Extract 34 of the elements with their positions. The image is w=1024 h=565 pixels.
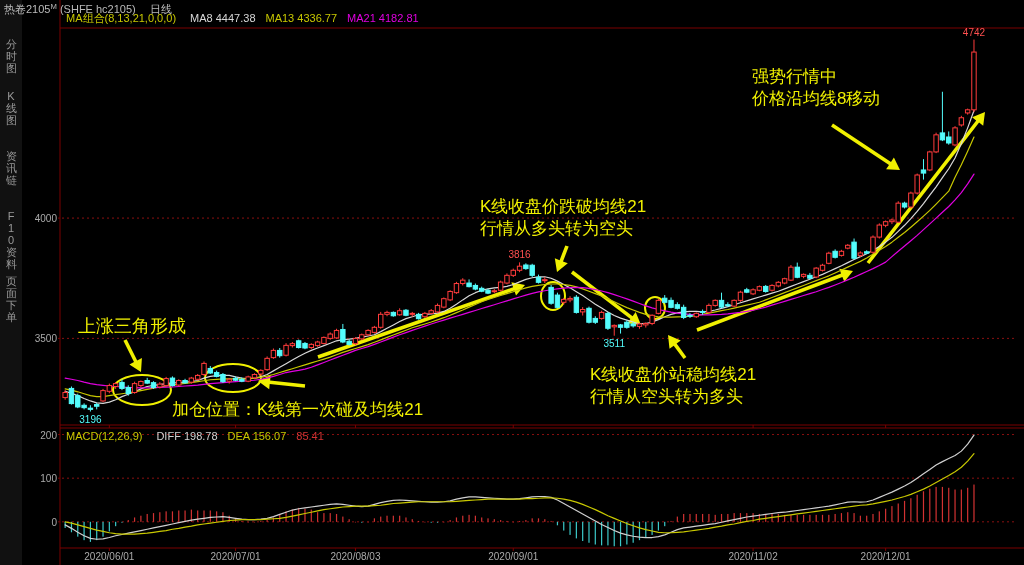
text: F10资料 — [5, 210, 17, 270]
x-tick-label: 2020/08/03 — [330, 551, 381, 562]
annotation: K线收盘价跌破均线21行情从多头转为空头 — [480, 197, 647, 239]
x-tick-label: 2020/12/01 — [860, 551, 912, 562]
text: 资讯链 — [4, 150, 17, 186]
x-tick-label: 2020/09/01 — [488, 551, 539, 562]
text: 页面下单 — [5, 275, 17, 323]
text: MA8 4447.38 — [190, 12, 256, 24]
annotation: K线收盘价站稳均线21行情从空头转为多头 — [590, 365, 757, 407]
y-tick-label: 4000 — [34, 212, 58, 224]
text: K线图 — [5, 90, 17, 126]
chart-subtitle: 日线 — [149, 3, 172, 15]
chart-title: 热卷2105$^{M}$ (SHFE hc2105) — [4, 1, 136, 15]
text: MA13 4336.77 — [265, 12, 338, 24]
text: 分时图 — [5, 38, 17, 74]
x-tick-label: 2020/07/01 — [210, 551, 262, 562]
annotation: 3511 — [603, 337, 626, 349]
text: MA21 4182.81 — [347, 12, 419, 24]
annotation: 4742 — [962, 26, 986, 38]
text: DIFF 198.78 — [156, 430, 218, 442]
text: 85.41 — [296, 430, 324, 442]
y-tick-label: 100 — [40, 472, 58, 484]
annotation: 3196 — [79, 413, 102, 425]
y-tick-label: 3500 — [34, 332, 58, 344]
legend-title: MACD(12,26,9) — [66, 430, 143, 442]
x-tick-label: 2020/11/02 — [728, 551, 779, 562]
y-tick-label: 0 — [51, 516, 58, 528]
annotation: 加仓位置：K线第一次碰及均线21 — [172, 400, 424, 419]
text: DEA 156.07 — [227, 430, 287, 442]
y-tick-label: 200 — [40, 429, 58, 441]
annotation: 上涨三角形成 — [78, 316, 186, 336]
annotation: 3816 — [508, 249, 532, 261]
x-tick-label: 2020/06/01 — [84, 551, 135, 562]
annotation: 强势行情中价格沿均线8移动 — [751, 67, 881, 109]
